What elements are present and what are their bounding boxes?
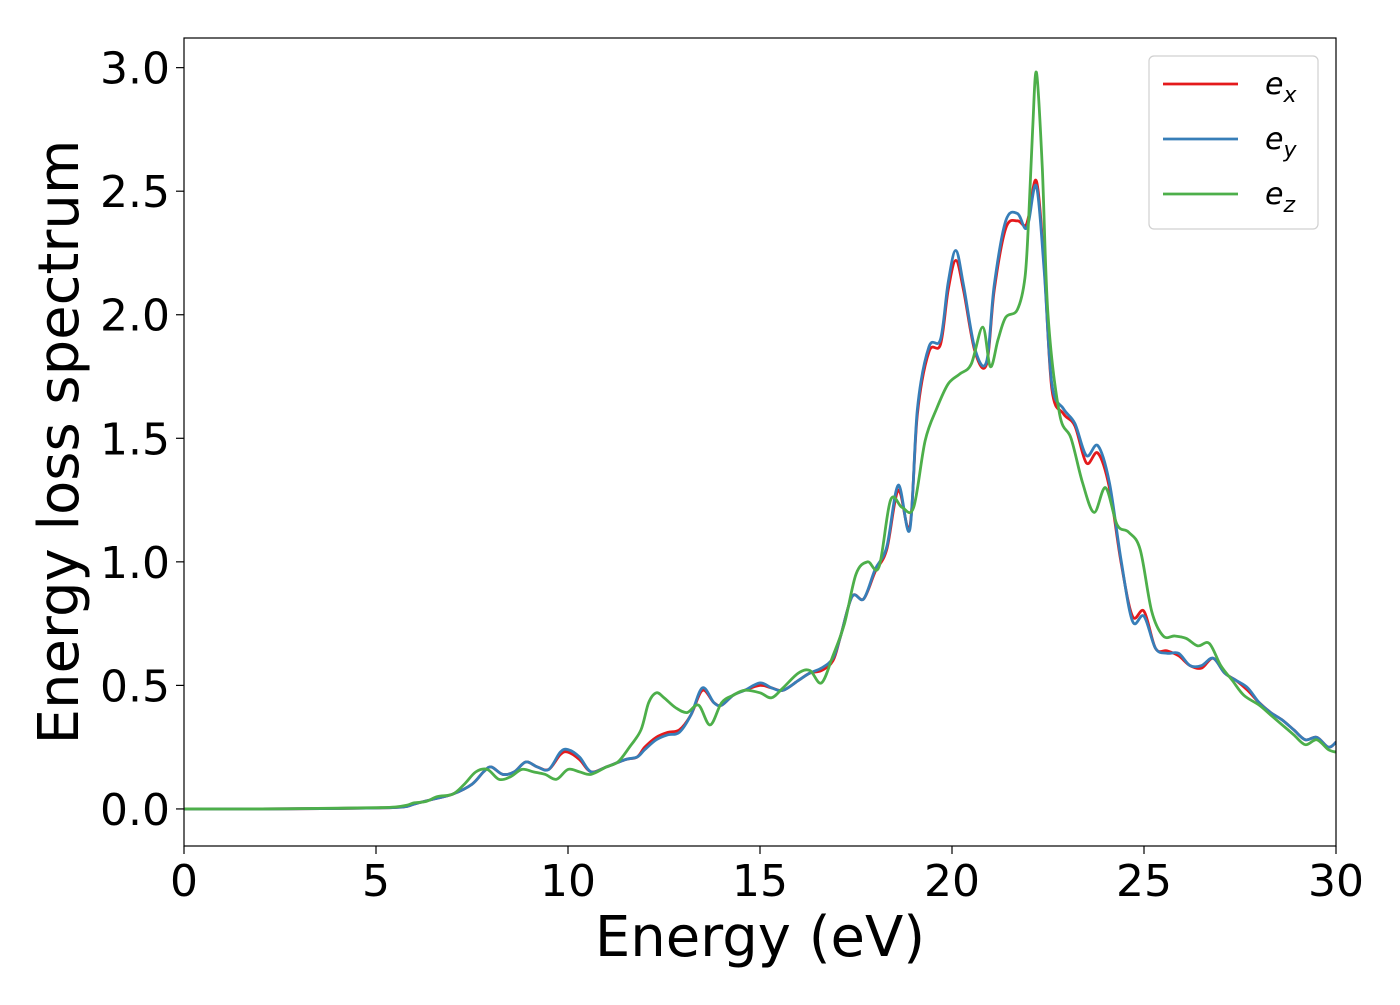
- x-tick-label: 5: [362, 856, 390, 907]
- legend-frame: [1148, 55, 1319, 230]
- y-tick-label: 2.5: [100, 167, 170, 218]
- y-tick-label: 0.5: [100, 661, 170, 712]
- y-tick-label: 2.0: [100, 291, 170, 342]
- series-layer: [184, 70, 1336, 811]
- x-tick-label: 25: [1116, 856, 1172, 907]
- y-tick-label: 3.0: [100, 44, 170, 95]
- y-tick-label: 0.0: [100, 785, 170, 836]
- legend-subscript-x: x: [1282, 83, 1297, 108]
- series-line-x: [184, 178, 1336, 811]
- x-tick-label: 30: [1308, 856, 1364, 907]
- y-axis-title: Energy loss spectrum: [27, 140, 92, 745]
- legend-subscript-y: y: [1282, 138, 1297, 163]
- y-tick-label: 1.0: [100, 538, 170, 589]
- plot-frame: [183, 37, 1337, 847]
- x-tick-label: 20: [924, 856, 980, 907]
- x-tick-label: 10: [540, 856, 596, 907]
- x-tick-label: 15: [732, 856, 788, 907]
- ticks-layer: 0 5 10 15 20 25 30 0.0 0.5 1.0 1.5 2.0 2.5 3.0: [100, 44, 1364, 907]
- y-tick-label: 1.5: [100, 414, 170, 465]
- series-line-y: [184, 183, 1336, 811]
- x-axis-title: Energy (eV): [595, 905, 925, 970]
- legend-subscript-z: z: [1282, 193, 1295, 218]
- x-tick-label: 0: [170, 856, 198, 907]
- series-line-z: [184, 70, 1336, 811]
